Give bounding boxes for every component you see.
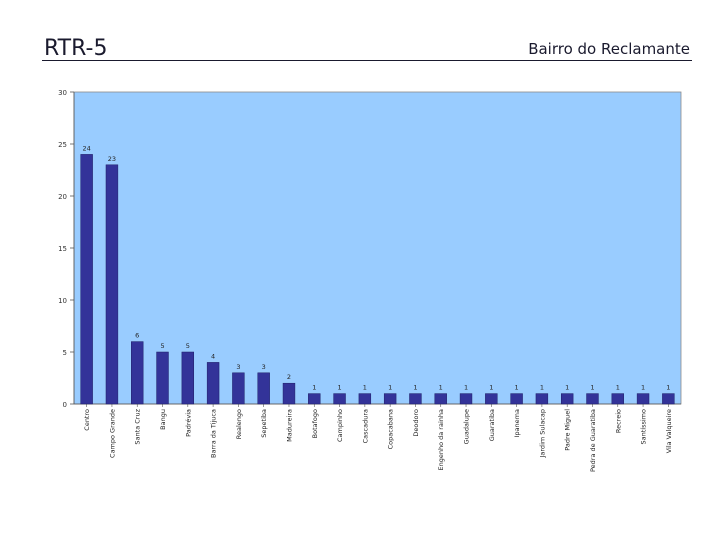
bar [383,393,397,405]
category-label: Deodoro [412,409,420,437]
category-label: Madureira [285,409,293,442]
data-label: 3 [262,363,266,371]
category-label: Sepetiba [260,409,268,438]
category-label: Copacabana [387,409,395,449]
data-label: 1 [565,384,569,392]
bar [485,393,498,405]
y-tick-label: 10 [58,297,67,305]
bar [636,393,650,405]
data-label: 5 [186,342,190,350]
data-label: 3 [236,363,240,371]
bar [662,393,675,405]
data-label: 1 [337,384,341,392]
data-label: 1 [616,384,620,392]
data-label: 1 [413,384,417,392]
category-label: Pedra de Guaratiba [589,409,597,472]
category-label: Recreio [614,409,622,433]
category-label: Bangu [159,409,167,430]
category-label: Ipanema [513,409,521,437]
bar [282,382,296,405]
slide-title: RTR-5 [44,36,108,61]
data-label: 2 [287,373,291,381]
bar [333,393,346,405]
y-axis: 0 5 10 15 20 25 30 [58,89,75,409]
data-label: 1 [388,384,392,392]
slide-subtitle: Bairro do Reclamante [528,40,690,58]
category-label: Campinho [336,409,344,442]
data-label: 1 [363,384,367,392]
data-label: 4 [211,352,215,360]
y-tick-label: 25 [58,141,67,149]
data-label: 5 [160,342,164,350]
data-label: 1 [590,384,594,392]
bar [459,393,473,405]
bar [257,372,270,405]
category-label: Guadalupe [463,409,471,444]
data-label: 1 [540,384,544,392]
category-label: Realengo [235,409,243,439]
y-tick-label: 0 [63,401,67,409]
category-label: Engenho da rainha [437,409,445,471]
y-tick-label: 30 [58,89,67,97]
category-label: Padre Miguel [564,409,572,451]
data-label: 23 [108,155,116,163]
category-label: Cascadura [361,409,369,443]
bar [434,393,447,405]
bar [80,154,93,405]
y-tick-label: 5 [63,349,67,357]
bar [308,393,321,405]
x-axis: Centro Campo Grande Santa Cruz Bangu Padrévi… [74,403,681,472]
bar [560,393,574,405]
data-label: 1 [666,384,670,392]
bar [586,393,599,405]
data-label: 1 [312,384,316,392]
data-label: 24 [83,144,91,152]
data-label: 6 [135,332,139,340]
bar [232,372,245,405]
bar [105,164,119,405]
category-label: Padrévia [184,409,192,437]
category-label: Campo Grande [108,409,116,458]
category-label: Botafogo [311,409,319,438]
bar [358,393,372,405]
data-label: 1 [641,384,645,392]
data-label: 1 [515,384,519,392]
data-label: 1 [489,384,493,392]
data-label: 1 [464,384,468,392]
bar [181,351,195,405]
bar [409,393,422,405]
bar [535,393,549,405]
data-label: 1 [439,384,443,392]
bar [156,351,169,405]
title-underline [42,60,692,61]
bar [206,362,220,405]
category-label: Santa Cruz [134,408,142,444]
y-tick-label: 15 [58,245,67,253]
category-label: Santíssimo [640,409,648,444]
category-label: Jardim Sulacap [538,409,546,459]
bar-series: 24 23 6 5 5 4 3 3 2 1 1 1 1 1 1 1 1 1 1 1 1 1 1 1 [80,144,675,405]
category-label: Guaratiba [488,409,496,441]
category-label: Vila Valqueire [665,409,673,453]
bar [611,393,624,405]
category-label: Barra da Tijuca [210,409,218,458]
plot-area [73,91,682,405]
category-label: Centro [83,409,91,431]
bar [510,393,523,405]
bar [131,341,144,405]
y-tick-label: 20 [58,193,67,201]
